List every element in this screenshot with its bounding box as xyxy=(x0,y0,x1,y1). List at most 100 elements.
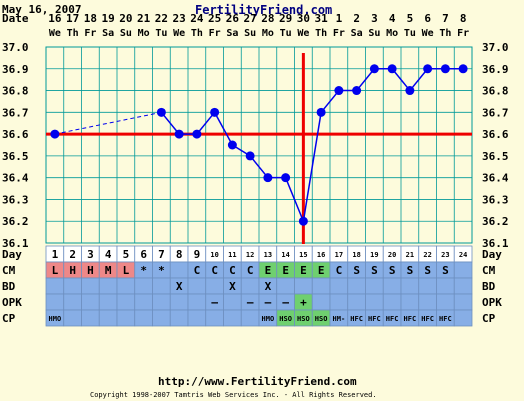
y-tick-label-left: 36.4 xyxy=(2,172,29,185)
y-tick-label-right: 36.6 xyxy=(482,128,509,141)
table-cell-value: 11 xyxy=(228,251,236,259)
site-title: FertilityFriend.com xyxy=(195,3,333,17)
table-cell xyxy=(187,309,207,327)
row-label-right: BD xyxy=(482,280,496,293)
row-label-right: Day xyxy=(482,248,502,261)
table-cell-value: 17 xyxy=(335,251,343,259)
table-cell xyxy=(45,277,65,295)
table-cell-value: C xyxy=(247,264,254,277)
table-cell-value: 13 xyxy=(264,251,272,259)
table-cell xyxy=(81,309,100,327)
table-cell-value: 2 xyxy=(69,248,76,261)
table-cell xyxy=(134,277,153,295)
weekday-label: Fr xyxy=(84,28,96,39)
temperature-point xyxy=(352,86,362,96)
table-cell xyxy=(400,293,420,311)
table-cell xyxy=(152,277,171,295)
table-cell xyxy=(294,277,313,295)
table-cell-value: HFC xyxy=(439,315,452,323)
table-cell xyxy=(329,293,349,311)
weekday-label: We xyxy=(49,28,61,39)
temperature-point xyxy=(245,151,255,161)
series-segment xyxy=(409,68,429,92)
weekday-label: Mo xyxy=(138,28,150,39)
temperature-point xyxy=(316,107,326,117)
row-label-left: OPK xyxy=(2,296,22,309)
table-cell xyxy=(311,277,331,295)
date-label: 3 xyxy=(371,12,378,25)
series-segment xyxy=(356,68,375,92)
weekday-label: Mo xyxy=(386,28,398,39)
temperature-point xyxy=(387,64,397,74)
table-cell xyxy=(116,277,136,295)
table-cell-value: HFC xyxy=(386,315,399,323)
weekday-label: We xyxy=(422,28,434,39)
table-cell-value: X xyxy=(176,280,183,293)
table-cell xyxy=(152,309,171,327)
table-cell xyxy=(436,277,455,295)
table-cell xyxy=(63,277,82,295)
weekday-label: Su xyxy=(368,28,380,39)
table-cell-value: H xyxy=(69,264,76,277)
series-segment xyxy=(320,90,340,113)
table-cell xyxy=(81,293,100,311)
table-cell xyxy=(240,309,260,327)
table-cell xyxy=(205,277,224,295)
temperature-point xyxy=(192,129,202,139)
temperature-point xyxy=(50,129,60,139)
y-tick-label-right: 36.5 xyxy=(482,150,509,163)
table-cell-value: E xyxy=(300,264,307,277)
table-cell xyxy=(205,309,224,327)
weekday-label: Tu xyxy=(404,28,416,39)
date-label: 28 xyxy=(261,12,274,25)
row-label-right: CP xyxy=(482,312,496,325)
table-cell xyxy=(400,277,420,295)
weekday-label: Su xyxy=(120,28,132,39)
weekday-label: Sa xyxy=(102,28,114,39)
row-label-left: CP xyxy=(2,312,16,325)
series-segment xyxy=(54,111,162,135)
table-cell xyxy=(81,277,100,295)
table-cell xyxy=(453,293,473,311)
table-cell-value: S xyxy=(353,264,360,277)
temperature-point xyxy=(298,216,308,226)
table-cell-value: M xyxy=(105,264,112,277)
date-label: 2 xyxy=(353,12,360,25)
table-cell-value: L xyxy=(52,264,59,277)
table-cell-value: HMO xyxy=(262,315,275,323)
date-label: 16 xyxy=(48,12,62,25)
series-segment xyxy=(249,155,269,179)
weekday-label: Sa xyxy=(226,28,238,39)
table-cell-value: HFC xyxy=(350,315,363,323)
temperature-point xyxy=(440,64,450,74)
footer-copyright: Copyright 1998-2007 Tamtris Web Services… xyxy=(90,391,377,399)
table-cell-value: 7 xyxy=(158,248,165,261)
table-cell-value: 15 xyxy=(299,251,307,259)
row-label-right: OPK xyxy=(482,296,502,309)
table-cell xyxy=(382,277,402,295)
y-tick-label-right: 36.9 xyxy=(482,63,509,76)
table-cell-value: C xyxy=(194,264,201,277)
date-label: 6 xyxy=(424,12,431,25)
table-cell-value: 14 xyxy=(281,251,289,259)
date-label: 30 xyxy=(297,12,310,25)
series-segment xyxy=(391,68,411,92)
y-tick-label-left: 36.8 xyxy=(2,85,29,98)
table-cell-value: 21 xyxy=(406,251,414,259)
date-label: 4 xyxy=(389,12,396,25)
table-cell-value: E xyxy=(282,264,289,277)
table-cell xyxy=(187,277,207,295)
table-cell-value: 12 xyxy=(246,251,254,259)
table-cell-value: 10 xyxy=(210,251,218,259)
y-tick-label-left: 36.7 xyxy=(2,106,29,119)
table-cell-value: S xyxy=(389,264,396,277)
table-cell-value: 6 xyxy=(140,248,147,261)
row-label-left: BD xyxy=(2,280,16,293)
table-cell xyxy=(347,277,366,295)
chart-date: May 16, 2007 xyxy=(2,3,82,16)
table-cell-value: HSO xyxy=(297,315,310,323)
table-cell-value: X xyxy=(265,280,272,293)
row-label-left: Day xyxy=(2,248,22,261)
table-cell-value: 16 xyxy=(317,251,325,259)
